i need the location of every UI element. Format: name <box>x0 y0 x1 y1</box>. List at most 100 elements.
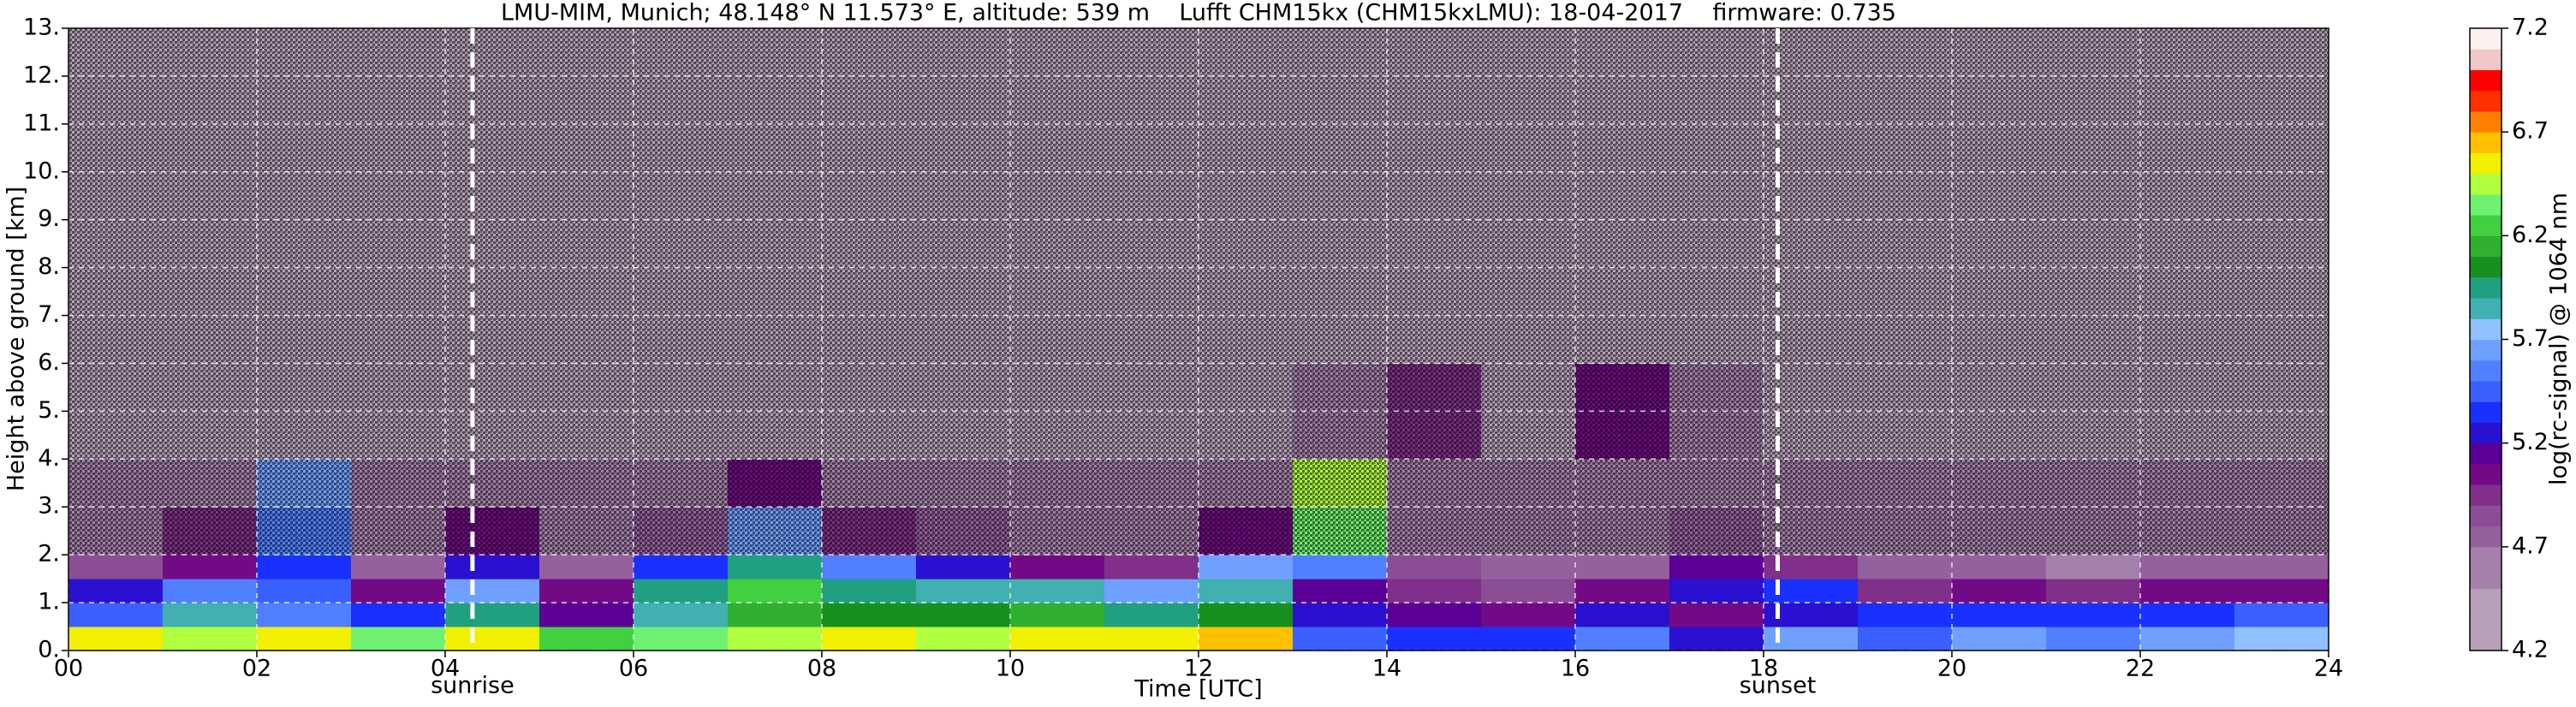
heatmap-cell <box>1199 627 1294 651</box>
heatmap-cell <box>257 555 352 579</box>
colorbar-segment <box>2470 173 2502 195</box>
colorbar-tick-label: 7.2 <box>2512 15 2549 41</box>
x-tick-label: 16 <box>1561 656 1590 682</box>
heatmap-cell <box>1481 555 1576 579</box>
heatmap-cell <box>1952 603 2047 627</box>
heatmap-cell <box>634 555 729 579</box>
heatmap-cell <box>916 555 1011 579</box>
y-tick-label: 4. <box>38 445 60 472</box>
colorbar-segment <box>2470 339 2502 361</box>
heatmap-cell <box>1104 603 1199 627</box>
y-tick-label: 9. <box>38 205 60 232</box>
colorbar-segment <box>2470 318 2502 340</box>
y-tick-label: 13. <box>23 15 60 41</box>
heatmap-cell <box>1669 603 1764 627</box>
heatmap-cell <box>1481 603 1576 627</box>
heatmap-cell <box>445 603 540 627</box>
heatmap-cell <box>2046 579 2141 603</box>
heatmap-cell <box>68 603 164 627</box>
heatmap-cell <box>1199 555 1294 579</box>
x-tick-label: 02 <box>242 656 271 682</box>
heatmap-cell <box>2140 627 2235 651</box>
heatmap-cell <box>1199 579 1294 603</box>
y-axis-label: Height above ground [km] <box>3 187 30 491</box>
heatmap-cell <box>822 603 917 627</box>
y-tick-label: 12. <box>23 62 60 88</box>
heatmap-cell <box>2046 603 2141 627</box>
heatmap-cell <box>916 603 1011 627</box>
heatmap-cell <box>351 579 446 603</box>
colorbar-segment <box>2470 28 2502 50</box>
heatmap-cell <box>1293 555 1388 579</box>
x-tick-label: 14 <box>1372 656 1401 682</box>
heatmap-cell <box>1575 579 1670 603</box>
heatmap-cell <box>1293 603 1388 627</box>
heatmap-cell <box>2046 555 2141 579</box>
heatmap-cell <box>1199 603 1294 627</box>
heatmap-cell <box>1858 579 1953 603</box>
heatmap-cell <box>257 627 352 651</box>
colorbar-segment <box>2470 463 2502 485</box>
y-tick-label: 3. <box>38 493 60 520</box>
heatmap-cell <box>257 603 352 627</box>
heatmap-cell <box>1858 555 1953 579</box>
colorbar-segment <box>2470 359 2502 382</box>
heatmap-cell <box>1858 603 1953 627</box>
heatmap-cell <box>916 627 1011 651</box>
heatmap-cell <box>1481 579 1576 603</box>
heatmap-cell <box>445 579 540 603</box>
heatmap-cell <box>1952 555 2047 579</box>
colorbar-segment <box>2470 256 2502 278</box>
heatmap-cell <box>1669 555 1764 579</box>
heatmap-cell <box>163 627 258 651</box>
heatmap-cell <box>634 627 729 651</box>
y-tick-label: 5. <box>38 397 60 424</box>
colorbar-segment <box>2470 380 2502 402</box>
colorbar-segment <box>2470 629 2502 651</box>
colorbar-tick-label: 6.7 <box>2512 118 2549 145</box>
colorbar-tick-label: 5.7 <box>2512 325 2549 352</box>
heatmap-cell <box>1575 627 1670 651</box>
heatmap-cell <box>68 579 164 603</box>
heatmap-cell <box>1387 579 1482 603</box>
heatmap-cell <box>1104 555 1199 579</box>
heatmap-cell <box>1293 627 1388 651</box>
heatmap-cell <box>2140 579 2235 603</box>
heatmap-cell <box>1387 555 1482 579</box>
heatmap-cell <box>728 627 823 651</box>
y-tick-label: 10. <box>23 157 60 184</box>
colorbar-segment <box>2470 152 2502 175</box>
colorbar-segment <box>2470 443 2502 465</box>
heatmap-cell <box>728 579 823 603</box>
heatmap-cell <box>163 603 258 627</box>
colorbar-segment <box>2470 609 2502 631</box>
heatmap-cell <box>539 603 634 627</box>
heatmap-cell <box>1010 555 1105 579</box>
annotation-label: sunrise <box>431 673 515 699</box>
colorbar-label: log(rc-signal) @ 1064 nm <box>2546 193 2573 485</box>
x-tick-label: 12 <box>1184 656 1213 682</box>
heatmap-cell <box>1387 603 1482 627</box>
colorbar-segment <box>2470 567 2502 589</box>
colorbar-segment <box>2470 193 2502 216</box>
y-tick-label: 0. <box>38 637 60 663</box>
heatmap-cell <box>539 579 634 603</box>
heatmap-cell <box>445 627 540 651</box>
heatmap-cell <box>539 555 634 579</box>
y-tick-label: 6. <box>38 349 60 376</box>
heatmap-cell <box>539 627 634 651</box>
colorbar-segment <box>2470 110 2502 133</box>
colorbar-segment <box>2470 235 2502 258</box>
heatmap-cell <box>822 579 917 603</box>
heatmap-cell <box>2046 627 2141 651</box>
colorbar-segment <box>2470 215 2502 236</box>
chart-title: LMU-MIM, Munich; 48.148° N 11.573° E, al… <box>501 0 1896 27</box>
heatmap-cell <box>1010 627 1105 651</box>
plot-frame <box>68 27 2329 651</box>
heatmap-cell <box>257 579 352 603</box>
annotation-label: sunset <box>1740 673 1817 699</box>
colorbar-segment <box>2470 422 2502 444</box>
colorbar-tick-label: 6.2 <box>2512 222 2549 248</box>
x-tick-label: 10 <box>996 656 1025 682</box>
